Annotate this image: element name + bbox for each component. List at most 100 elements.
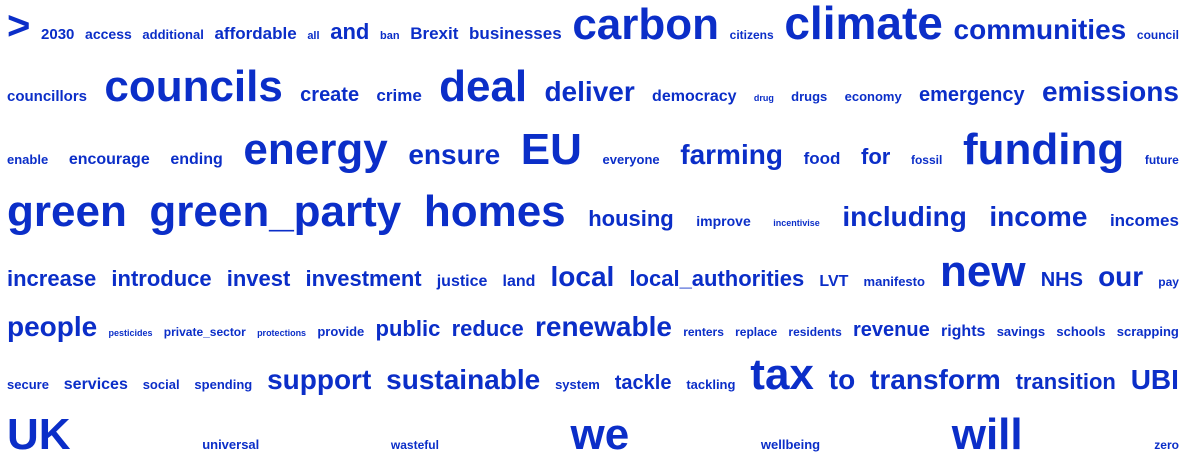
cloud-word: new bbox=[940, 247, 1026, 297]
cloud-word: savings bbox=[996, 323, 1046, 339]
cloud-word: sustainable bbox=[386, 364, 541, 396]
cloud-word: all bbox=[307, 30, 320, 43]
cloud-word: residents bbox=[788, 324, 842, 339]
cloud-word: zero bbox=[1154, 438, 1179, 453]
word-cloud-line: enable encourage ending energy ensure EU every… bbox=[7, 128, 1179, 172]
cloud-word: green_party bbox=[149, 187, 402, 237]
word-cloud-line: councillors councils create crime deal delive… bbox=[7, 65, 1179, 109]
cloud-word: climate bbox=[784, 0, 943, 50]
cloud-word: councils bbox=[104, 62, 283, 112]
cloud-word: drugs bbox=[791, 89, 828, 105]
cloud-word: funding bbox=[962, 125, 1125, 175]
cloud-word: transition bbox=[1015, 369, 1116, 395]
cloud-word: Brexit bbox=[410, 24, 459, 44]
cloud-word: food bbox=[803, 149, 841, 169]
cloud-word: people bbox=[7, 310, 98, 342]
cloud-word: increase bbox=[7, 266, 97, 292]
cloud-word: introduce bbox=[111, 266, 212, 292]
word-cloud-line: green green_party homes housing improve incen… bbox=[7, 190, 1179, 234]
cloud-word: drug bbox=[753, 93, 774, 104]
cloud-word: UK bbox=[7, 410, 71, 460]
cloud-word: > bbox=[7, 4, 31, 49]
cloud-word: local bbox=[550, 261, 615, 293]
cloud-word: future bbox=[1144, 153, 1179, 168]
cloud-word: our bbox=[1098, 261, 1144, 293]
cloud-word: ending bbox=[170, 151, 223, 169]
cloud-word: secure bbox=[7, 377, 49, 393]
cloud-word: energy bbox=[243, 125, 388, 175]
word-cloud-line: increase introduce invest investment justice… bbox=[7, 250, 1179, 294]
cloud-word: public bbox=[375, 315, 441, 341]
word-cloud-line: UK universal wasteful we wellbeing will zero bbox=[7, 413, 1179, 457]
cloud-word: incomes bbox=[1109, 211, 1179, 231]
cloud-word: enable bbox=[7, 152, 49, 168]
cloud-word: emissions bbox=[1041, 76, 1179, 108]
cloud-word: economy bbox=[844, 89, 902, 105]
cloud-word: for bbox=[861, 144, 891, 170]
cloud-word: access bbox=[85, 26, 132, 43]
cloud-word: services bbox=[63, 376, 128, 394]
cloud-word: incentivise bbox=[773, 218, 820, 229]
word-cloud-line: people pesticides private_sector protection… bbox=[7, 310, 1179, 342]
cloud-word: manifesto bbox=[863, 274, 925, 290]
cloud-word: encourage bbox=[68, 151, 150, 169]
cloud-word: democracy bbox=[652, 88, 737, 106]
cloud-word: 2030 bbox=[41, 26, 75, 44]
cloud-word: social bbox=[142, 377, 180, 393]
cloud-word: carbon bbox=[572, 0, 720, 50]
cloud-word: justice bbox=[436, 273, 488, 291]
cloud-word: tackling bbox=[686, 377, 736, 393]
cloud-word: schools bbox=[1056, 323, 1106, 339]
cloud-word: to bbox=[828, 364, 856, 396]
cloud-word: citizens bbox=[729, 28, 774, 43]
cloud-word: NHS bbox=[1040, 269, 1083, 292]
cloud-word: support bbox=[267, 364, 372, 396]
cloud-word: affordable bbox=[214, 24, 297, 44]
cloud-word: renters bbox=[683, 324, 724, 339]
cloud-word: improve bbox=[696, 213, 751, 230]
cloud-word: renewable bbox=[534, 310, 672, 342]
cloud-word: universal bbox=[202, 437, 260, 453]
cloud-word: system bbox=[555, 377, 600, 393]
cloud-word: farming bbox=[680, 139, 783, 171]
cloud-word: we bbox=[570, 410, 630, 460]
cloud-word: EU bbox=[520, 125, 582, 175]
cloud-word: ensure bbox=[408, 139, 501, 171]
cloud-word: wasteful bbox=[390, 438, 439, 453]
cloud-word: ban bbox=[379, 30, 400, 43]
cloud-word: council bbox=[1136, 28, 1179, 43]
cloud-word: investment bbox=[305, 266, 422, 292]
cloud-word: will bbox=[951, 410, 1023, 460]
cloud-word: fossil bbox=[910, 153, 943, 168]
cloud-word: including bbox=[842, 201, 967, 233]
cloud-word: green bbox=[7, 187, 127, 237]
cloud-word: invest bbox=[226, 266, 291, 292]
cloud-word: homes bbox=[423, 187, 566, 237]
cloud-word: deal bbox=[439, 62, 528, 112]
cloud-word: tackle bbox=[614, 372, 672, 395]
cloud-word: local_authorities bbox=[629, 266, 805, 292]
cloud-word: LVT bbox=[819, 273, 849, 291]
cloud-word: everyone bbox=[602, 152, 660, 168]
cloud-word: pay bbox=[1158, 275, 1179, 290]
cloud-word: businesses bbox=[469, 24, 562, 44]
cloud-word: spending bbox=[194, 377, 253, 393]
cloud-word: replace bbox=[735, 324, 778, 339]
cloud-word: tax bbox=[750, 350, 814, 400]
cloud-word: communities bbox=[953, 14, 1127, 46]
cloud-word: revenue bbox=[853, 318, 930, 341]
cloud-word: income bbox=[989, 201, 1088, 233]
cloud-word: emergency bbox=[919, 84, 1025, 107]
cloud-word: land bbox=[502, 273, 536, 291]
cloud-word: pesticides bbox=[108, 327, 153, 338]
cloud-word: councillors bbox=[7, 88, 88, 106]
word-cloud-line: >2030 access additional affordable all and ban… bbox=[7, 0, 1179, 47]
cloud-word: protections bbox=[257, 327, 307, 338]
cloud-word: private_sector bbox=[163, 324, 246, 339]
cloud-word: rights bbox=[940, 322, 986, 340]
cloud-word: housing bbox=[588, 206, 674, 232]
cloud-word: additional bbox=[142, 27, 204, 43]
cloud-word: provide bbox=[317, 323, 365, 339]
cloud-word: wellbeing bbox=[760, 437, 821, 453]
